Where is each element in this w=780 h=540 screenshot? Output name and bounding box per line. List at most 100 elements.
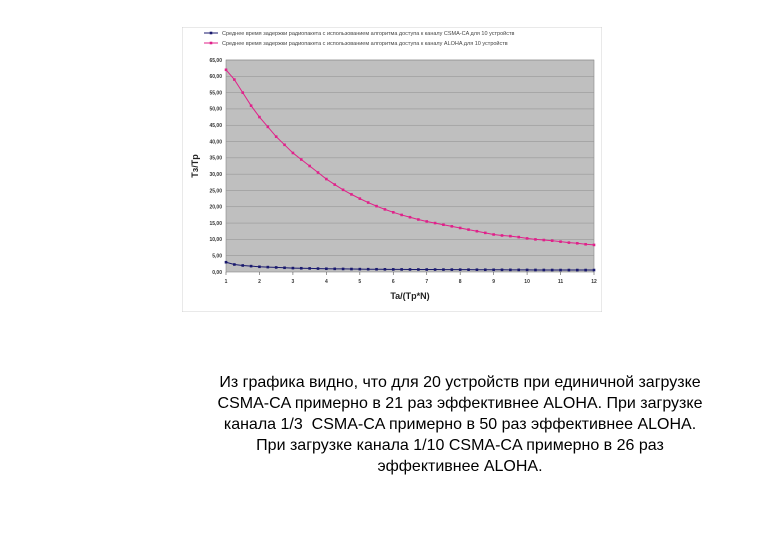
data-point xyxy=(283,143,286,147)
data-point xyxy=(425,220,429,223)
data-point xyxy=(467,228,470,231)
data-point xyxy=(291,151,295,155)
x-tick-label: 4 xyxy=(325,279,328,285)
data-point xyxy=(525,237,529,240)
data-point xyxy=(308,267,311,270)
data-point xyxy=(559,268,562,272)
y-tick-label: 35,00 xyxy=(209,156,222,162)
data-point xyxy=(458,226,462,230)
data-point xyxy=(350,193,353,196)
y-tick-label: 40,00 xyxy=(209,139,222,145)
data-point xyxy=(224,68,228,72)
data-point xyxy=(283,266,286,270)
y-tick-label: 60,00 xyxy=(209,74,222,80)
caption-line: При загрузке канала 1/10 CSMA-CA примерн… xyxy=(256,437,664,454)
data-point xyxy=(492,233,495,236)
data-point xyxy=(542,238,546,242)
data-point xyxy=(400,268,403,271)
y-tick-label: 10,00 xyxy=(209,237,222,243)
data-point xyxy=(266,265,270,269)
data-point xyxy=(567,241,571,244)
data-point xyxy=(500,234,504,237)
data-point xyxy=(567,268,571,272)
x-tick-label: 5 xyxy=(358,279,361,285)
data-point xyxy=(391,268,395,271)
x-axis-label: Ta/(Tp*N) xyxy=(390,291,429,301)
data-point xyxy=(299,158,303,161)
legend-entry: Среднее время задержки радиопакета с исп… xyxy=(222,40,508,47)
data-point xyxy=(408,215,412,219)
data-point xyxy=(425,268,429,271)
data-point xyxy=(375,204,378,208)
data-point xyxy=(592,243,596,247)
data-point xyxy=(550,239,554,242)
caption-line: эффективнее ALOHA. xyxy=(377,458,543,475)
data-point xyxy=(299,266,303,270)
data-point xyxy=(400,213,403,217)
data-point xyxy=(358,197,362,200)
data-point xyxy=(509,268,512,272)
caption-line: Из графика видно, что для 20 устройств п… xyxy=(219,374,701,391)
data-point xyxy=(224,260,228,264)
data-point xyxy=(433,268,437,271)
data-point xyxy=(274,266,278,269)
data-point xyxy=(341,188,345,192)
data-point xyxy=(417,268,420,271)
y-tick-label: 25,00 xyxy=(209,188,222,194)
caption-text: Из графика видно, что для 20 устройств п… xyxy=(150,372,770,477)
data-point xyxy=(241,91,245,94)
y-tick-label: 55,00 xyxy=(209,90,222,96)
y-tick-label: 50,00 xyxy=(209,107,222,113)
data-point xyxy=(500,268,504,272)
data-point xyxy=(383,268,387,271)
data-point xyxy=(542,268,546,272)
x-tick-label: 12 xyxy=(591,279,597,285)
data-point xyxy=(249,104,253,107)
x-tick-label: 10 xyxy=(524,279,530,285)
data-point xyxy=(350,267,353,271)
y-tick-label: 30,00 xyxy=(209,172,222,178)
data-point xyxy=(391,211,395,214)
data-point xyxy=(525,268,529,272)
data-point xyxy=(550,268,554,272)
data-point xyxy=(325,267,328,271)
plot-area xyxy=(225,59,595,273)
data-point xyxy=(333,183,337,186)
data-point xyxy=(534,238,537,241)
data-point xyxy=(584,268,587,272)
data-point xyxy=(358,267,362,271)
data-point xyxy=(249,264,253,268)
data-point xyxy=(492,268,495,272)
data-point xyxy=(233,263,236,266)
data-point xyxy=(408,268,412,271)
x-tick-label: 6 xyxy=(392,279,395,285)
x-tick-label: 9 xyxy=(492,279,495,285)
data-point xyxy=(592,268,596,272)
data-point xyxy=(475,229,479,233)
data-point xyxy=(241,264,245,267)
data-point xyxy=(366,267,370,271)
data-point xyxy=(467,268,470,271)
caption-line: CSMA-CA примерно в 21 раз эффективнее AL… xyxy=(217,395,703,412)
legend-entry: Среднее время задержки радиопакета с исп… xyxy=(222,30,514,37)
data-point xyxy=(483,268,487,272)
data-point xyxy=(509,234,512,238)
data-point xyxy=(291,266,295,270)
data-point xyxy=(442,268,445,271)
data-point xyxy=(559,240,562,243)
caption-line: канала 1/3 CSMA-CA примерно в 50 раз эфф… xyxy=(223,416,697,433)
x-tick-label: 3 xyxy=(292,279,295,285)
data-point xyxy=(341,267,345,271)
data-point xyxy=(575,268,579,272)
data-point xyxy=(333,267,337,271)
data-point xyxy=(274,135,278,138)
data-point xyxy=(316,267,320,270)
legend-marker xyxy=(209,41,213,45)
data-point xyxy=(584,242,587,246)
data-point xyxy=(442,223,445,227)
data-point xyxy=(483,231,487,235)
legend-marker xyxy=(209,31,213,35)
data-point xyxy=(458,268,462,271)
data-point xyxy=(517,268,521,272)
chart-container: Среднее время задержки радиопакета с исп… xyxy=(182,27,602,312)
